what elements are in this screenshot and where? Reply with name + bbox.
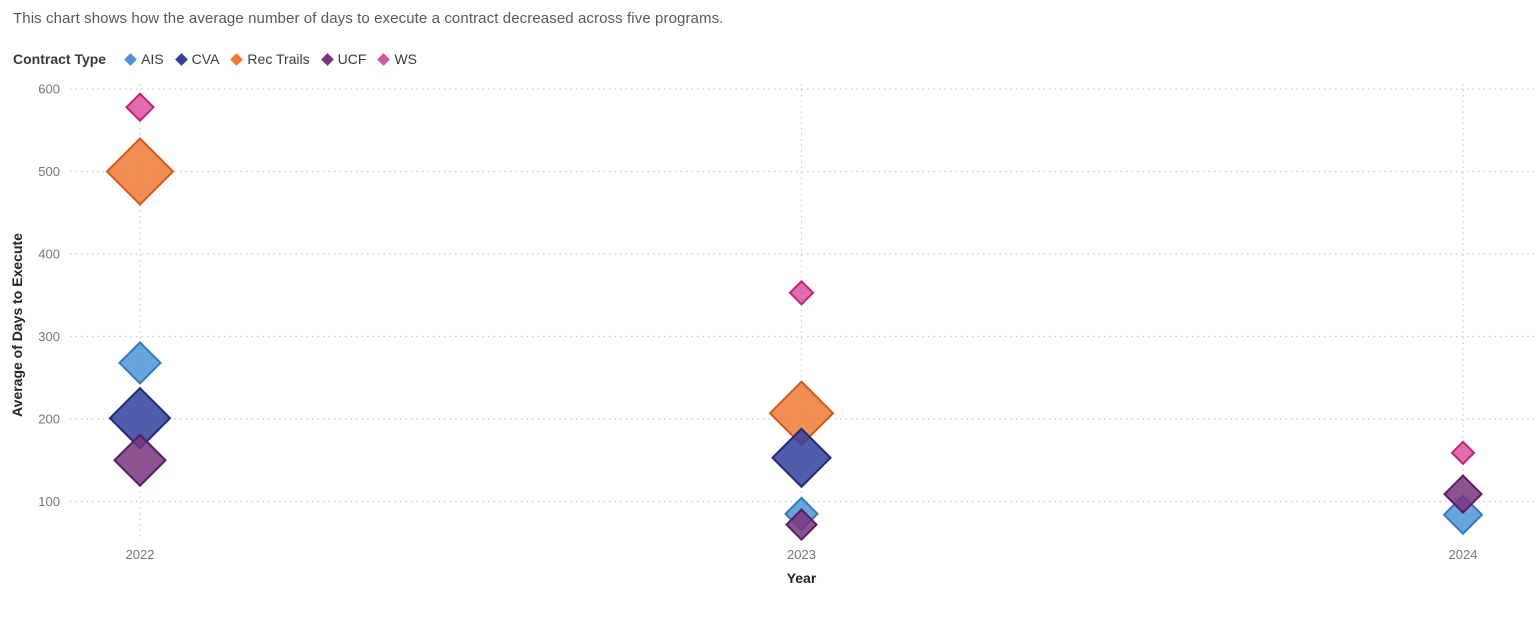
data-point-ucf-2023[interactable]	[785, 508, 818, 542]
legend-item-label: CVA	[191, 51, 220, 67]
legend-item-ais[interactable]: AIS	[124, 51, 164, 67]
legend-item-ucf[interactable]: UCF	[320, 51, 367, 67]
y-tick-label: 500	[38, 164, 60, 179]
data-point-ais-2022[interactable]	[118, 340, 162, 385]
y-tick-label: 400	[38, 247, 60, 262]
data-point-ucf-2024[interactable]	[1443, 474, 1483, 514]
x-tick-label: 2024	[1449, 547, 1478, 562]
x-tick-label: 2022	[126, 547, 155, 562]
legend-item-rec-trails[interactable]: Rec Trails	[230, 51, 310, 67]
legend-title: Contract Type	[13, 51, 107, 67]
data-point-ws-2022[interactable]	[125, 92, 155, 123]
y-axis-title: Average of Days to Execute	[9, 233, 25, 417]
data-point-ais-2024[interactable]	[1442, 494, 1484, 536]
legend-item-label: WS	[394, 51, 417, 67]
x-tick-label: 2023	[787, 547, 816, 562]
legend-item-label: AIS	[141, 51, 164, 67]
data-point-ws-2024[interactable]	[1450, 440, 1476, 466]
y-tick-label: 200	[38, 412, 60, 427]
data-point-rec-trails-2022[interactable]	[105, 137, 175, 206]
y-tick-label: 300	[38, 329, 60, 344]
legend: Contract Type AIS CVA Rec Trails UCF WS	[13, 51, 417, 67]
legend-item-label: Rec Trails	[247, 51, 310, 67]
data-point-ucf-2022[interactable]	[113, 433, 167, 488]
legend-item-label: UCF	[337, 51, 367, 67]
x-axis-title: Year	[787, 570, 817, 586]
legend-item-ws[interactable]: WS	[377, 51, 417, 67]
data-point-cva-2023[interactable]	[771, 427, 832, 489]
data-point-ws-2023[interactable]	[788, 279, 815, 306]
y-tick-label: 600	[38, 82, 60, 97]
y-tick-label: 100	[38, 494, 60, 509]
chart-title: This chart shows how the average number …	[13, 10, 724, 27]
legend-item-cva[interactable]: CVA	[174, 51, 220, 67]
